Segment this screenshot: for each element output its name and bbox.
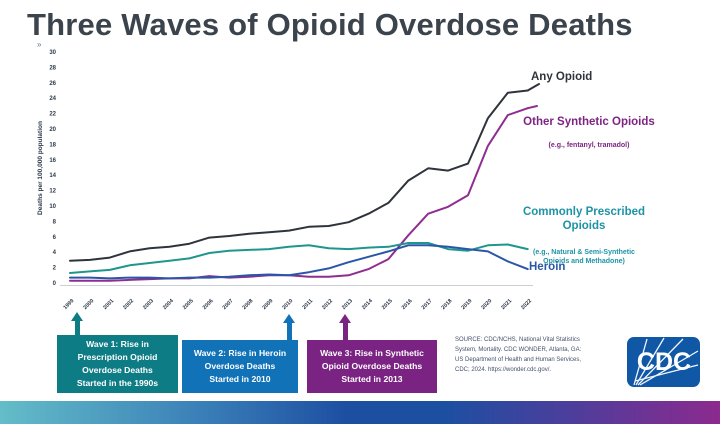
wave-3-callout-box: Wave 3: Rise in Synthetic Opioid Overdos… bbox=[307, 340, 437, 393]
x-tick-label: 2011 bbox=[302, 298, 315, 311]
series-line-heroin bbox=[69, 244, 529, 280]
x-tick-label: 2006 bbox=[202, 298, 215, 311]
x-tick-label: 2016 bbox=[401, 298, 414, 311]
cdc-logo: CDC bbox=[627, 337, 700, 387]
x-tick-label: 2004 bbox=[162, 298, 176, 312]
series-line-other-synthetic-opioids bbox=[69, 107, 529, 282]
y-tick-label: 0 bbox=[53, 281, 57, 287]
x-tick-label: 1999 bbox=[63, 298, 76, 311]
legend-other-synthetic-sub: (e.g., fentanyl, tramadol) bbox=[548, 142, 630, 149]
legend-commonly-prescribed: Commonly Prescribed Opioids bbox=[522, 205, 646, 232]
y-tick-label: 30 bbox=[49, 50, 56, 56]
series-line-commonly-prescribed-opioids bbox=[69, 242, 529, 274]
page-title: Three Waves of Opioid Overdose Deaths bbox=[27, 7, 633, 42]
title-artifact-glyph: » bbox=[37, 40, 42, 49]
legend-other-synthetic-group: Other Synthetic Opioids (e.g., fentanyl,… bbox=[503, 104, 675, 163]
legend-commonly-prescribed-sub: (e.g., Natural & Semi-Synthetic Opioids … bbox=[533, 249, 635, 265]
y-tick-label: 24 bbox=[49, 96, 56, 102]
wave-2-up-arrow-icon bbox=[283, 314, 295, 340]
legend-any-opioid: Any Opioid bbox=[531, 71, 593, 83]
y-tick-label: 20 bbox=[49, 127, 56, 133]
y-tick-label: 14 bbox=[49, 173, 56, 179]
y-tick-label: 4 bbox=[53, 250, 57, 256]
wave-2-callout-box: Wave 2: Rise in Heroin Overdose Deaths S… bbox=[182, 340, 298, 393]
x-tick-label: 2015 bbox=[381, 298, 394, 311]
legend-commonly-prescribed-group: Commonly Prescribed Opioids (e.g., Natur… bbox=[505, 192, 663, 280]
legend-other-synthetic: Other Synthetic Opioids bbox=[523, 116, 655, 128]
x-tick-label: 2018 bbox=[441, 298, 454, 311]
x-tick-label: 2009 bbox=[262, 298, 275, 311]
y-tick-label: 16 bbox=[49, 158, 56, 164]
x-tick-label: 2001 bbox=[102, 298, 115, 311]
y-tick-label: 12 bbox=[49, 189, 56, 195]
wave-1-callout-box: Wave 1: Rise in Prescription Opioid Over… bbox=[57, 335, 178, 393]
x-tick-label: 2022 bbox=[520, 298, 533, 311]
x-tick-label: 2000 bbox=[82, 298, 95, 311]
x-tick-label: 2014 bbox=[361, 298, 375, 312]
wave-1-up-arrow-icon bbox=[71, 312, 83, 335]
series-line-any-opioid bbox=[69, 89, 529, 262]
x-tick-label: 2002 bbox=[122, 298, 135, 311]
x-tick-label: 2017 bbox=[421, 298, 434, 311]
cdc-logo-text: CDC bbox=[637, 348, 691, 376]
y-tick-label: 26 bbox=[49, 81, 56, 87]
y-tick-label: 10 bbox=[49, 204, 56, 210]
x-tick-label: 2003 bbox=[142, 298, 155, 311]
bottom-gradient-bar bbox=[0, 401, 720, 424]
y-tick-label: 8 bbox=[53, 219, 57, 225]
legend-heroin: Heroin bbox=[529, 261, 566, 273]
cdc-logo-rays-icon bbox=[633, 337, 699, 386]
source-citation: SOURCE: CDC/NCHS, National Vital Statist… bbox=[455, 337, 582, 373]
y-tick-label: 18 bbox=[49, 142, 56, 148]
y-tick-label: 22 bbox=[49, 112, 56, 118]
legend-leader-line bbox=[526, 83, 540, 92]
y-axis-title: Deaths per 100,000 population bbox=[37, 121, 44, 215]
wave-3-up-arrow-icon bbox=[339, 314, 351, 340]
x-tick-label: 2005 bbox=[182, 298, 195, 311]
x-tick-label: 2013 bbox=[341, 298, 354, 311]
x-tick-label: 2008 bbox=[242, 298, 255, 311]
y-tick-label: 6 bbox=[53, 235, 57, 241]
y-tick-label: 2 bbox=[53, 266, 57, 272]
x-tick-label: 2021 bbox=[500, 298, 513, 311]
x-tick-label: 2012 bbox=[321, 298, 334, 311]
y-tick-label: 28 bbox=[49, 65, 56, 71]
x-tick-label: 2020 bbox=[480, 298, 493, 311]
cdc-logo-background bbox=[627, 337, 700, 387]
x-tick-label: 2019 bbox=[461, 298, 474, 311]
x-tick-label: 2007 bbox=[222, 298, 235, 311]
x-tick-label: 2010 bbox=[281, 298, 294, 311]
legend-leader-line bbox=[526, 105, 538, 110]
